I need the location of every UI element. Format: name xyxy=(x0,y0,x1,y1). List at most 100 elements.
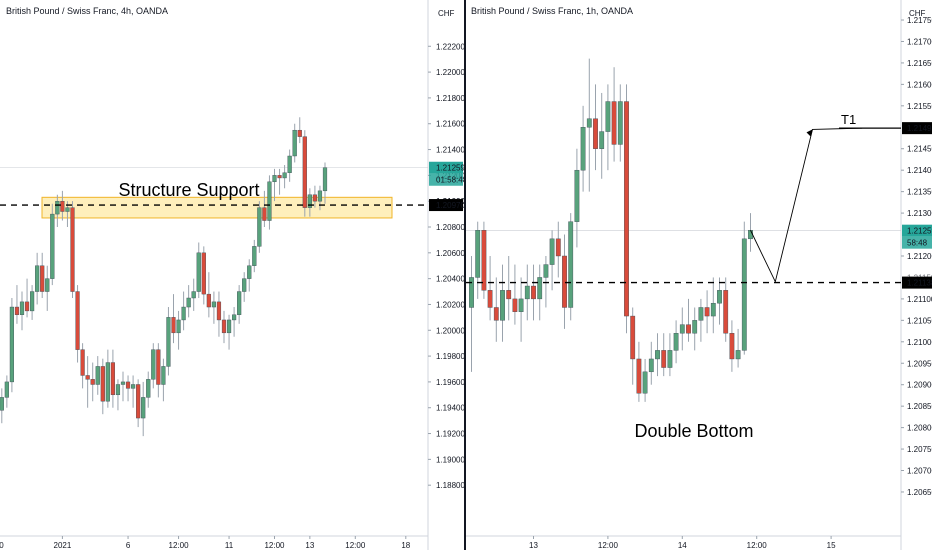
candle-up xyxy=(524,285,530,300)
projection-arrowhead xyxy=(806,129,813,137)
candle-up xyxy=(257,207,262,247)
candle-up xyxy=(317,190,323,202)
key-level-box xyxy=(429,199,463,212)
candle-up xyxy=(186,297,191,308)
candle-up xyxy=(146,379,151,398)
candle-down xyxy=(171,317,176,334)
candlestick-chart-4h[interactable]: 1.22200 1.22000 1.21800 1.21600 1.21400 1.212… xyxy=(0,0,464,550)
current-price-box xyxy=(902,224,932,237)
y-tick-label: 1.20200 xyxy=(436,300,464,309)
candle-up xyxy=(176,319,181,334)
y-tick-label: 1.21450 xyxy=(907,145,932,154)
candle-down xyxy=(277,175,282,179)
candle-down xyxy=(14,306,20,315)
candle-up xyxy=(568,221,574,308)
y-tick-label: 1.20600 xyxy=(436,249,464,258)
candle-up xyxy=(748,230,753,240)
candle-up xyxy=(475,230,481,278)
candle-up xyxy=(0,397,4,411)
candle-up xyxy=(543,264,549,278)
candle-down xyxy=(506,290,512,300)
x-tick-label: 18 xyxy=(401,541,410,550)
candlestick-chart-1h[interactable]: 1.21750 1.21700 1.21650 1.21600 1.21550 1.214… xyxy=(466,0,932,550)
candle-up xyxy=(679,324,685,334)
current-price-label: 1.21259 xyxy=(907,227,932,236)
target-label: T1 xyxy=(841,112,856,127)
candle-down xyxy=(661,350,667,368)
chart-panel-4h[interactable]: British Pound / Swiss Franc, 4h, OANDA 1… xyxy=(0,0,464,550)
countdown-label: 01:58:48 xyxy=(436,176,464,185)
candle-up xyxy=(518,298,524,312)
candle-down xyxy=(487,290,493,308)
candle-down xyxy=(686,324,691,334)
target-price-label: 1.21498 xyxy=(907,124,932,133)
candle-down xyxy=(216,301,222,321)
current-price-box xyxy=(429,161,463,174)
countdown-label: 58:48 xyxy=(907,239,928,248)
candle-up xyxy=(667,350,673,368)
x-tick-label: 11 xyxy=(225,541,234,550)
candle-up xyxy=(500,290,505,321)
pattern-annotation: Double Bottom xyxy=(634,421,753,441)
candle-up xyxy=(105,362,110,402)
candle-down xyxy=(302,136,307,208)
candle-up xyxy=(599,131,605,149)
candle-down xyxy=(156,349,161,385)
candle-up xyxy=(181,306,186,321)
candle-down xyxy=(100,366,105,402)
candle-down xyxy=(90,379,95,385)
candle-up xyxy=(741,238,747,351)
candle-up xyxy=(586,118,592,128)
support-zone xyxy=(41,196,393,219)
candle-up xyxy=(648,358,654,373)
candle-down xyxy=(60,200,65,212)
countdown-box xyxy=(902,236,932,249)
candle-up xyxy=(605,101,611,132)
x-tick-label: 13 xyxy=(529,541,538,550)
x-tick-label: 14 xyxy=(678,541,687,550)
candle-up xyxy=(735,350,741,360)
candle-down xyxy=(75,291,80,350)
x-tick-label: 12:00 xyxy=(345,541,366,550)
candle-down xyxy=(262,207,267,221)
candle-up xyxy=(166,317,171,367)
candle-down xyxy=(624,101,629,317)
y-tick-label: 1.19200 xyxy=(436,430,464,439)
candle-down xyxy=(312,194,317,202)
chart-panel-1h[interactable]: British Pound / Swiss Franc, 1h, OANDA 1… xyxy=(466,0,932,550)
candle-up xyxy=(698,307,704,321)
y-tick-label: 1.20000 xyxy=(436,326,464,335)
y-tick-label: 1.18800 xyxy=(436,481,464,490)
y-tick-label: 1.19400 xyxy=(436,404,464,413)
candle-up xyxy=(226,319,232,334)
y-tick-label: 1.20400 xyxy=(436,275,464,284)
candle-up xyxy=(267,181,272,221)
y-tick-label: 1.22200 xyxy=(436,42,464,51)
panel-divider[interactable] xyxy=(464,0,466,550)
candle-down xyxy=(481,230,487,291)
candle-down xyxy=(297,129,302,137)
candle-up xyxy=(717,290,722,304)
candle-down xyxy=(636,358,642,394)
candle-up xyxy=(161,366,166,385)
candle-up xyxy=(252,246,257,266)
x-tick-label: 12:00 xyxy=(169,541,190,550)
candle-down xyxy=(493,307,499,321)
candle-down xyxy=(531,285,536,300)
candle-up xyxy=(673,333,679,351)
candle-down xyxy=(24,301,30,312)
y-tick-label: 1.20850 xyxy=(907,402,932,411)
candle-up xyxy=(692,320,698,334)
y-tick-label: 1.21000 xyxy=(907,338,932,347)
y-tick-label: 1.21200 xyxy=(907,252,932,261)
candle-up xyxy=(322,167,328,192)
y-tick-label: 1.21650 xyxy=(907,59,932,68)
candle-up xyxy=(307,194,312,208)
candle-up xyxy=(65,207,70,212)
candle-up xyxy=(710,302,716,317)
candle-up xyxy=(242,278,247,292)
y-tick-label: 1.20700 xyxy=(907,467,932,476)
candle-down xyxy=(206,293,211,308)
key-level-box xyxy=(902,276,932,289)
x-tick-label: 12:00 xyxy=(264,541,285,550)
